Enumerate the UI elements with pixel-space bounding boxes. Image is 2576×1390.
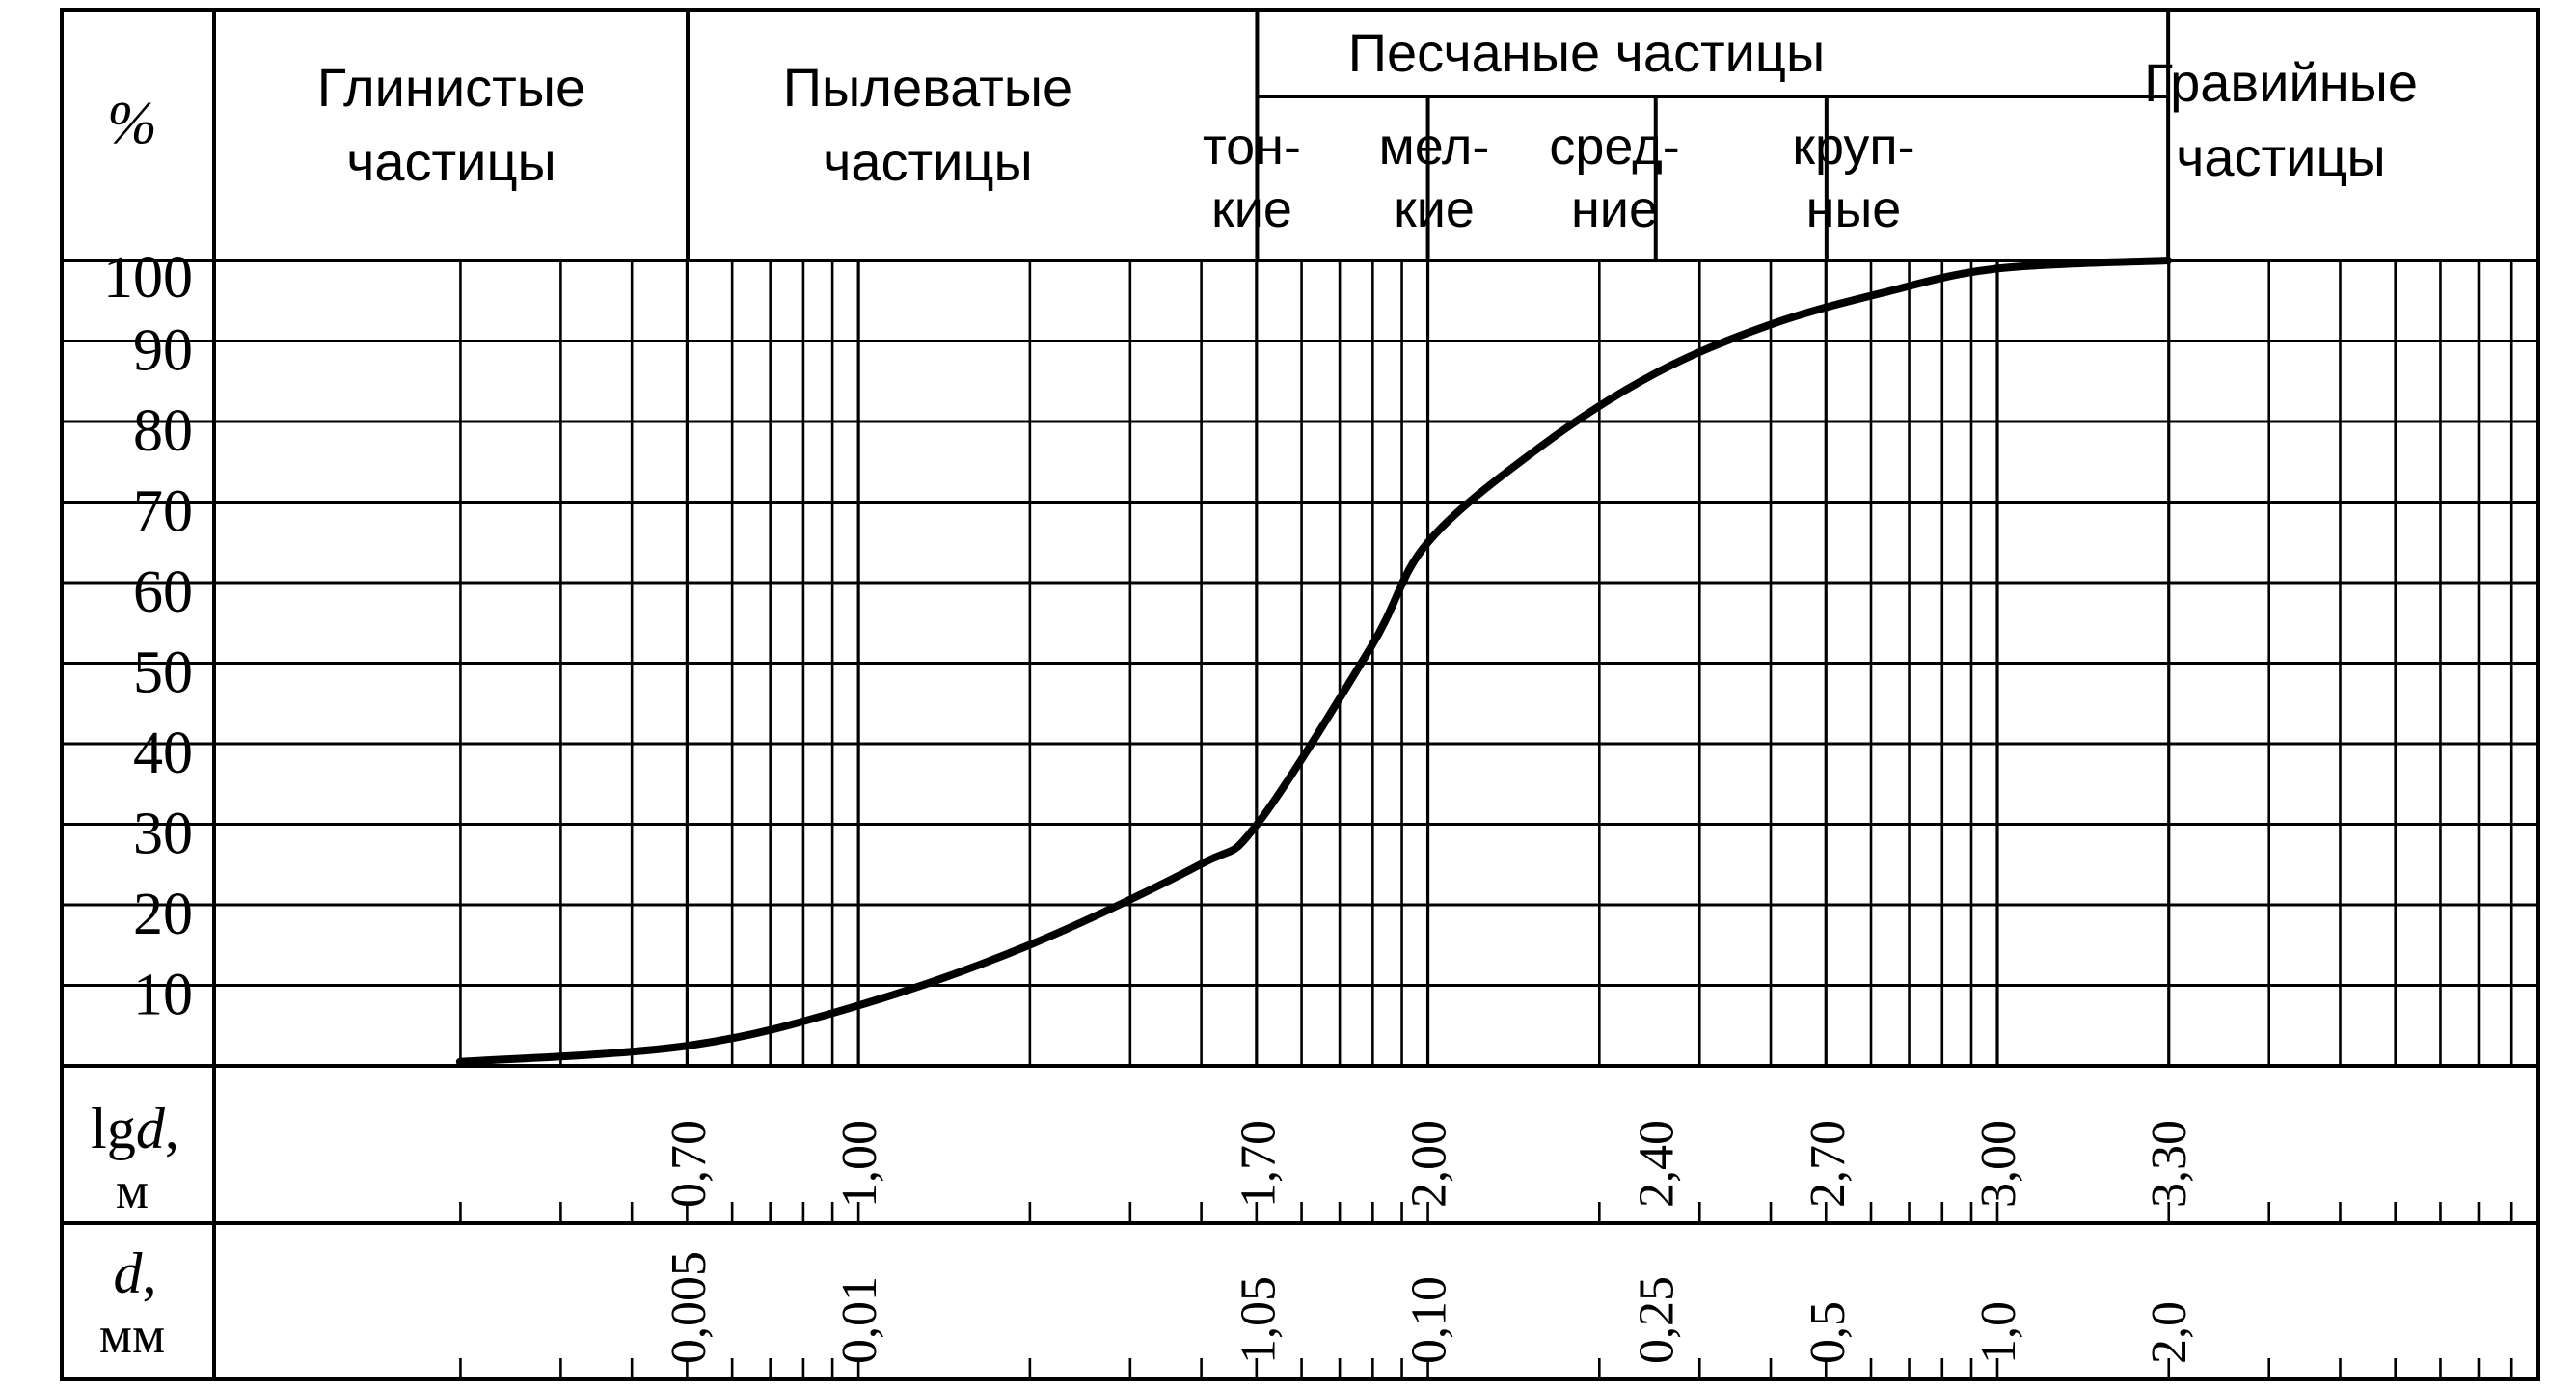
lgd-tick-label-3: 2,00 <box>1402 1120 1457 1208</box>
d-label-unit: мм <box>99 1306 165 1364</box>
header-gravel-line1: Гравийные <box>2144 52 2418 113</box>
lgd-label-d: d <box>136 1097 166 1160</box>
header-clay-line1: Глинистые <box>317 57 585 118</box>
lgd-tick-label-7: 3,30 <box>2142 1120 2197 1208</box>
lgd-label-lg: lg <box>91 1097 136 1160</box>
lgd-tick-label-2: 1,70 <box>1231 1120 1286 1208</box>
y-tick-label-40: 40 <box>133 721 193 786</box>
d-tick-label-3: 0,10 <box>1402 1276 1457 1364</box>
header-sand-small-line2: кие <box>1394 180 1475 238</box>
header-clay-line2: частицы <box>346 131 556 192</box>
y-tick-label-80: 80 <box>133 398 193 464</box>
y-tick-label-10: 10 <box>133 963 193 1028</box>
curve-layer <box>455 257 2173 1066</box>
y-tick-labels: 100 90 80 70 60 50 40 30 20 10 <box>103 245 193 1028</box>
d-tick-label-5: 0,5 <box>1801 1301 1856 1364</box>
header-sand-small-line1: мел- <box>1379 118 1490 176</box>
y-axis-label: % <box>107 91 157 156</box>
header-silt-line2: частицы <box>823 131 1033 192</box>
series-curve <box>455 257 2173 1066</box>
lgd-label-unit: м <box>116 1161 149 1219</box>
d-tick-label-2: 1,05 <box>1231 1276 1286 1364</box>
svg-text:lgd,: lgd, <box>91 1097 179 1160</box>
header-sand-medium-line1: сред- <box>1549 118 1679 176</box>
header-sand-fine-line2: кие <box>1211 180 1292 238</box>
header-sand-fine-line1: тон- <box>1203 118 1301 176</box>
header-row: % Глинистые частицы Пылеватые частицы Пе… <box>107 22 2418 238</box>
header-silt-line1: Пылеватые <box>783 57 1072 118</box>
lgd-label-comma: , <box>165 1097 179 1160</box>
svg-text:d,: d, <box>114 1241 157 1305</box>
outer-border <box>60 8 2540 1381</box>
bottom-tick-labels: 0,70 1,00 1,70 2,00 2,40 2,70 3,00 3,30 0,005 0,0… <box>662 1120 2197 1364</box>
y-tick-label-50: 50 <box>133 640 193 706</box>
d-label-comma: , <box>143 1241 157 1305</box>
lgd-tick-label-5: 2,70 <box>1801 1120 1856 1208</box>
y-tick-label-30: 30 <box>133 802 193 867</box>
y-tick-label-90: 90 <box>133 318 193 384</box>
lgd-tick-label-1: 1,00 <box>832 1120 887 1208</box>
lgd-tick-label-4: 2,40 <box>1630 1120 1685 1208</box>
y-tick-label-100: 100 <box>103 245 193 311</box>
y-tick-label-60: 60 <box>133 559 193 625</box>
d-tick-label-0: 0,005 <box>662 1251 717 1364</box>
y-tick-label-70: 70 <box>133 479 193 545</box>
header-gravel-line2: частицы <box>2176 126 2386 187</box>
header-sand-coarse-line1: круп- <box>1792 118 1914 176</box>
d-tick-label-7: 2,0 <box>2142 1301 2197 1364</box>
y-tick-label-20: 20 <box>133 882 193 947</box>
d-tick-label-6: 1,0 <box>1971 1301 2026 1364</box>
bottom-ticks <box>459 1202 2513 1379</box>
d-row-label: d, мм <box>99 1241 165 1364</box>
d-label-d: d <box>114 1241 144 1305</box>
header-sand-medium-line2: ние <box>1571 180 1658 238</box>
header-sand-coarse-line2: ные <box>1806 180 1902 238</box>
header-sand: Песчаные частицы <box>1348 22 1826 83</box>
d-tick-label-1: 0,01 <box>832 1276 887 1364</box>
lgd-tick-label-6: 3,00 <box>1971 1120 2026 1208</box>
lgd-tick-label-0: 0,70 <box>662 1120 717 1208</box>
lgd-row-label: lgd, м <box>91 1097 179 1219</box>
d-tick-label-4: 0,25 <box>1630 1276 1685 1364</box>
